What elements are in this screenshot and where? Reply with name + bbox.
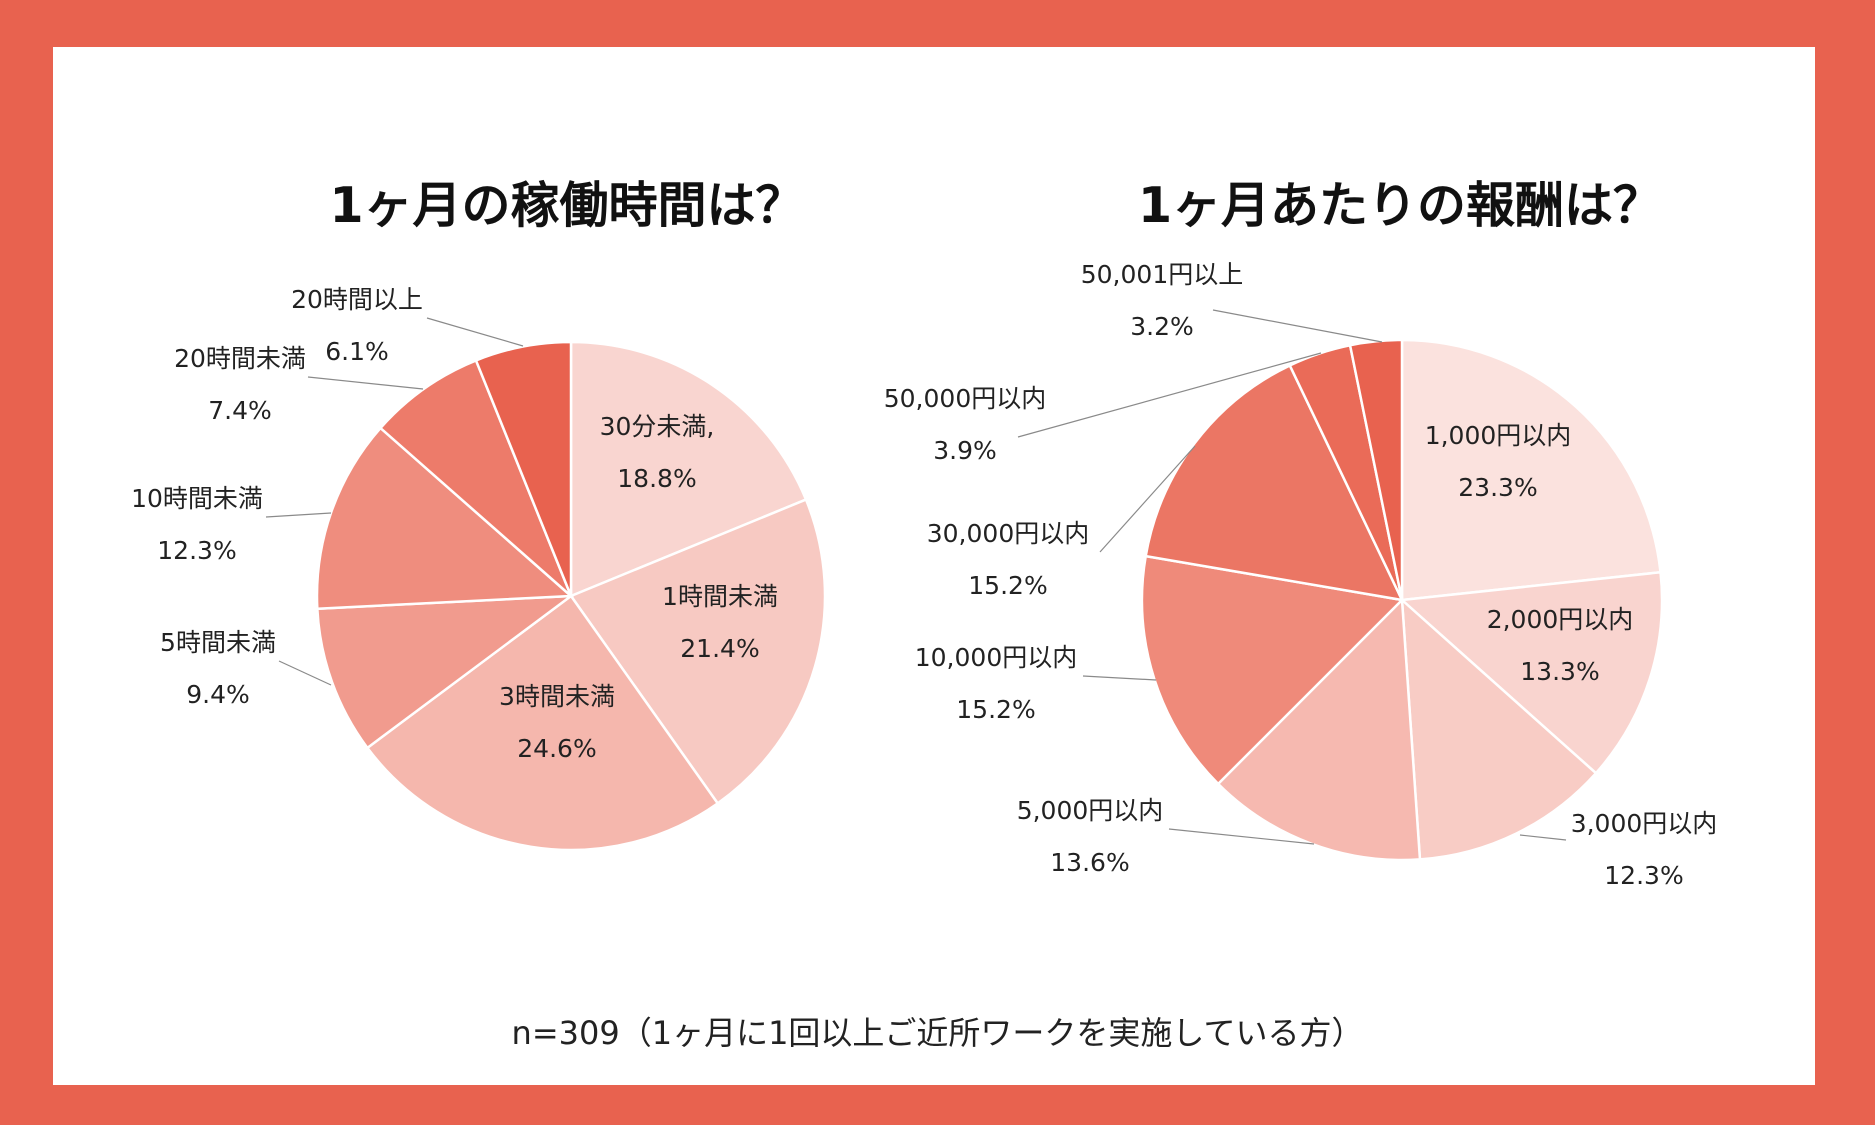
chart-title-reward: 1ヶ月あたりの報酬は？ (1138, 177, 1662, 234)
slice-category-label: 30分未満, (600, 412, 715, 441)
slice-value-label: 13.6% (1050, 848, 1129, 877)
pie-slice (365, 594, 720, 852)
slice-category-label: 30,000円以内 (927, 519, 1089, 548)
slice-category-label: 5時間未満 (160, 628, 276, 657)
leader-line (1017, 352, 1322, 438)
leader-line (426, 317, 524, 347)
slice-category-label: 50,000円以内 (884, 384, 1046, 413)
sample-size-note: n=309（1ヶ月に1回以上ご近所ワークを実施している方） (511, 1014, 1364, 1052)
slice-category-label: 20時間未満 (174, 344, 306, 373)
slice-category-label: 10時間未満 (131, 484, 263, 513)
leader-line (307, 376, 424, 390)
pie-slice (569, 497, 827, 806)
slice-value-label: 24.6% (517, 734, 596, 763)
pie-slice (1140, 554, 1405, 786)
pie-slice (316, 594, 576, 750)
pie-slice (315, 426, 575, 611)
pie-slice (1144, 363, 1405, 602)
slice-value-label: 12.3% (157, 536, 236, 565)
slice-category-label: 3時間未満 (499, 682, 615, 711)
slice-value-label: 23.3% (1458, 473, 1537, 502)
chart-title-working-hours: 1ヶ月の稼働時間は？ (329, 177, 804, 234)
slice-category-label: 5,000円以内 (1017, 796, 1164, 825)
slice-value-label: 9.4% (186, 680, 250, 709)
slice-value-label: 3.2% (1130, 312, 1194, 341)
pie-slice (569, 340, 808, 598)
pie-slice (1399, 570, 1664, 775)
slice-category-label: 1時間未満 (662, 582, 778, 611)
slice-value-label: 15.2% (968, 571, 1047, 600)
slice-value-label: 18.8% (617, 464, 696, 493)
leader-line (1082, 675, 1157, 681)
pie-reward: 1,000円以内 23.3% 2,000円以内 13.3% 3,000円以内 12.3% 5… (884, 260, 1718, 890)
slice-value-label: 6.1% (325, 337, 389, 366)
slice-category-label: 2,000円以内 (1487, 605, 1634, 634)
pie-slice (474, 340, 573, 597)
slice-value-label: 15.2% (956, 695, 1035, 724)
slice-value-label: 3.9% (933, 436, 997, 465)
slice-value-label: 12.3% (1604, 861, 1683, 890)
slice-category-label: 1,000円以内 (1425, 421, 1572, 450)
leader-line (1212, 309, 1383, 343)
slice-value-label: 7.4% (208, 396, 272, 425)
leader-line (278, 660, 332, 686)
leader-line (1168, 828, 1315, 845)
slice-value-label: 13.3% (1520, 657, 1599, 686)
slice-value-label: 21.4% (680, 634, 759, 663)
slice-category-label: 3,000円以内 (1571, 809, 1718, 838)
leader-line (1099, 445, 1196, 553)
pie-slice (378, 358, 573, 597)
leader-line (1519, 834, 1567, 841)
leader-line (265, 512, 332, 518)
slice-category-label: 20時間以上 (291, 285, 423, 314)
slice-category-label: 50,001円以上 (1081, 260, 1243, 289)
pie-slice (1400, 338, 1662, 602)
slice-category-label: 10,000円以内 (915, 643, 1077, 672)
pie-working-hours: 30分未満, 18.8% 1時間未満 21.4% 3時間未満 24.6% 5時間未満 9.4%… (131, 285, 827, 852)
pie-slice (1400, 597, 1598, 861)
